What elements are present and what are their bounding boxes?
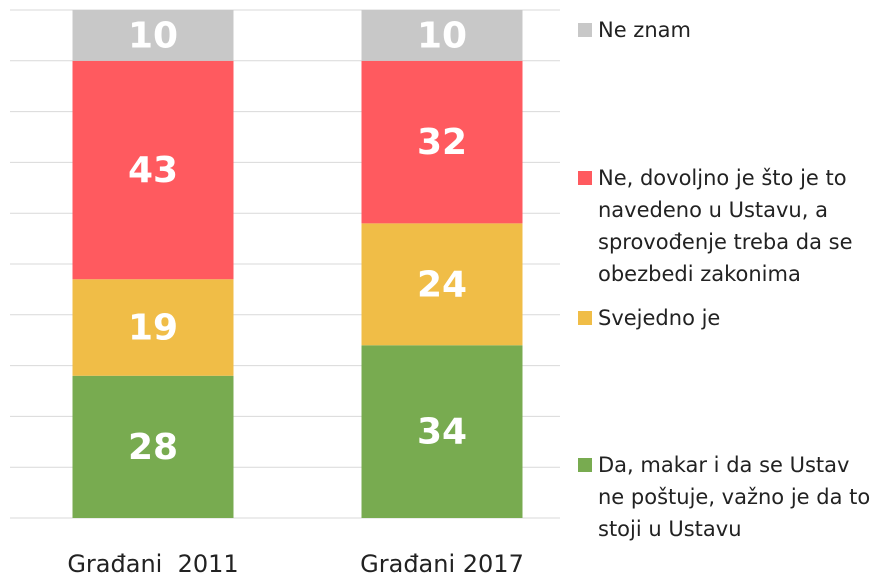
legend-swatch xyxy=(578,458,592,472)
legend-swatch xyxy=(578,311,592,325)
bar-segment xyxy=(72,10,234,61)
legend-entry: Ne znam xyxy=(578,14,878,46)
data-label: 19 xyxy=(128,308,178,349)
bar-segment xyxy=(361,345,523,518)
bar-segment xyxy=(72,60,234,280)
legend-entry: Ne, dovoljno je što je to navedeno u Ust… xyxy=(578,162,878,290)
legend-label: Svejedno je xyxy=(598,306,721,330)
legend-entry: Da, makar i da se Ustav ne poštuje, važn… xyxy=(578,449,878,545)
data-label: 43 xyxy=(128,150,178,191)
legend-label: Ne, dovoljno je što je to navedeno u Ust… xyxy=(598,166,853,286)
bar-segment xyxy=(361,223,523,346)
bar-segment xyxy=(72,279,234,376)
bar-segment xyxy=(361,60,523,224)
legend-entry: Svejedno je xyxy=(578,302,878,334)
x-tick-label: Građani 2017 xyxy=(360,550,524,578)
data-label: 32 xyxy=(417,122,467,163)
legend-swatch xyxy=(578,171,592,185)
data-label: 10 xyxy=(128,15,178,56)
x-tick-label: Građani 2011 xyxy=(67,550,238,578)
legend-label: Ne znam xyxy=(598,18,691,42)
legend-label: Da, makar i da se Ustav ne poštuje, važn… xyxy=(598,453,871,541)
data-label: 10 xyxy=(417,15,467,56)
data-label: 24 xyxy=(417,264,467,305)
legend-swatch xyxy=(578,23,592,37)
bar-segment xyxy=(361,10,523,61)
data-label: 34 xyxy=(417,412,467,453)
bar-segment xyxy=(72,375,234,518)
data-label: 28 xyxy=(128,427,178,468)
